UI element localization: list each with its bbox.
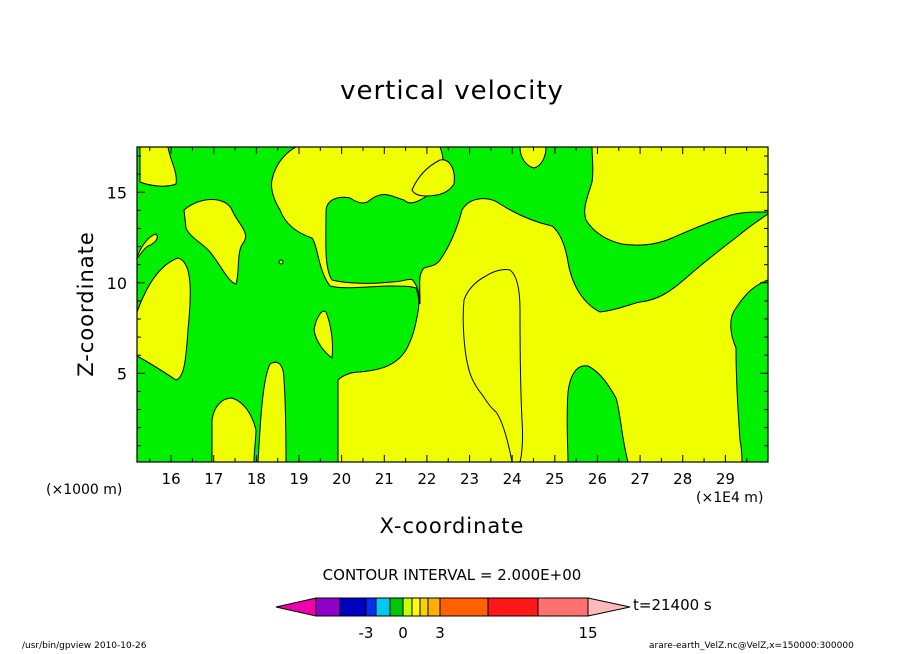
contour-region-positive (313, 310, 333, 359)
contour-regions (136, 146, 769, 463)
chart-title: vertical velocity (340, 76, 564, 106)
y-axis-ticks: 5 10 15 (107, 155, 768, 447)
x-tick-label: 22 (417, 470, 436, 488)
colorbar-arrow-min (275, 597, 317, 617)
contour-region-positive (211, 397, 257, 463)
colorbar-swatch (411, 597, 421, 617)
x-tick-label: 16 (162, 470, 181, 488)
y-axis-label: Z-coordinate (74, 231, 98, 377)
contour-region-positive (519, 146, 547, 169)
contour-region-positive (411, 159, 455, 197)
x-tick-label: 23 (460, 470, 479, 488)
contour-region-positive (136, 233, 158, 260)
contour-region-positive (271, 146, 769, 463)
y-tick-label: 10 (107, 274, 127, 293)
x-tick-label: 27 (631, 470, 650, 488)
contour-region-positive (139, 146, 177, 187)
contour-region-positive (136, 257, 191, 381)
colorbar-swatch (339, 597, 367, 617)
x-tick-label: 20 (332, 470, 351, 488)
colorbar-swatch (487, 597, 539, 617)
colorbar-swatch (537, 597, 589, 617)
time-label: t=21400 s (633, 596, 712, 614)
colorbar: -3 0 3 15 (275, 597, 631, 642)
x-tick-label: 25 (545, 470, 564, 488)
colorbar-swatch (389, 597, 404, 617)
x-axis-ticks: 16 17 18 19 20 21 22 23 24 25 26 27 28 29 (149, 147, 748, 488)
x-tick-label: 29 (716, 470, 735, 488)
x-tick-label: 17 (204, 470, 223, 488)
x-tick-label: 21 (375, 470, 394, 488)
colorbar-swatch (365, 597, 377, 617)
colorbar-label: 3 (435, 624, 445, 642)
contour-region-positive (584, 146, 769, 246)
colorbar-label: 15 (578, 624, 597, 642)
x-tick-label: 28 (673, 470, 692, 488)
footer-right: arare-earth_VelZ.nc@VelZ,x=150000:300000 (649, 641, 854, 651)
colorbar-label: -3 (359, 624, 374, 642)
footer-left: /usr/bin/gpview 2010-10-26 (22, 641, 147, 651)
x-tick-label: 26 (588, 470, 607, 488)
x-tick-label: 19 (289, 470, 308, 488)
x-tick-label: 24 (503, 470, 522, 488)
x-axis-label: X-coordinate (379, 514, 525, 538)
colorbar-swatch (427, 597, 441, 617)
colorbar-swatch (402, 597, 413, 617)
contour-region-positive (257, 361, 287, 463)
contour-interval-label: CONTOUR INTERVAL = 2.000E+00 (322, 566, 582, 584)
x-tick-scale-note: (×1E4 m) (696, 490, 764, 506)
colorbar-label: 0 (398, 624, 408, 642)
colorbar-swatch (375, 597, 391, 617)
y-tick-label: 5 (117, 364, 127, 383)
colorbar-swatch (419, 597, 429, 617)
contour-region-positive (183, 199, 246, 285)
colorbar-swatch (315, 597, 341, 617)
colorbar-swatch (439, 597, 489, 617)
contour-region-positive (278, 259, 284, 265)
colorbar-arrow-max (587, 597, 631, 617)
plot-frame (136, 146, 769, 463)
y-tick-label: 15 (107, 183, 127, 202)
x-scale-note: (×1000 m) (46, 482, 123, 498)
x-tick-label: 18 (247, 470, 266, 488)
